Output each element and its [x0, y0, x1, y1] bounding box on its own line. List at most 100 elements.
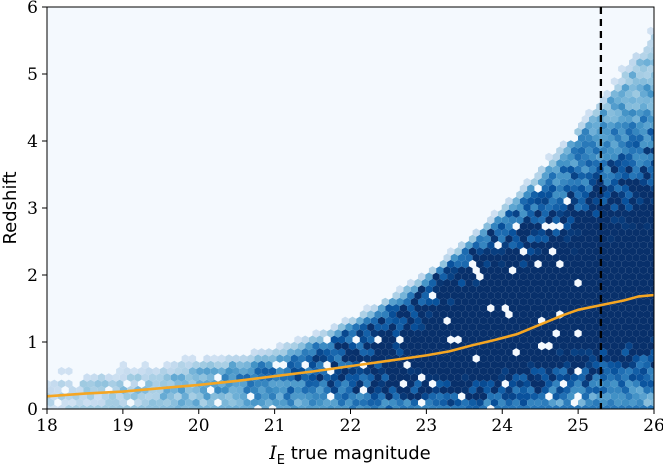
- hexbin-cell: [625, 379, 633, 388]
- hexbin-cell: [523, 304, 531, 313]
- hexbin-cell: [301, 398, 309, 407]
- hexbin-cell: [505, 285, 513, 294]
- hexbin-cell: [556, 373, 564, 382]
- hexbin-cell: [378, 404, 386, 409]
- hexbin-cell: [221, 360, 229, 370]
- hexbin-cell: [563, 322, 571, 332]
- hexbin-cell: [414, 341, 422, 351]
- hexbin-cell: [654, 392, 661, 400]
- hexbin-cell: [592, 348, 600, 357]
- hexbin-cell: [450, 304, 458, 313]
- hexbin-cell: [548, 297, 557, 307]
- hexbin-cell: [247, 379, 255, 388]
- hexbin-cell: [589, 392, 597, 401]
- hexbin-cell: [468, 285, 477, 294]
- hexbin-cell: [585, 398, 593, 407]
- hexbin-cell: [585, 322, 593, 332]
- hexbin-cell: [450, 392, 458, 401]
- hexbin-cell: [589, 152, 597, 162]
- hexbin-cell: [516, 278, 524, 288]
- hexbin-cell: [581, 228, 589, 237]
- hexbin-cell: [545, 253, 553, 262]
- hexbin-cell: [650, 222, 654, 231]
- hexbin-cell: [643, 385, 651, 395]
- hexbin-cell: [396, 373, 404, 382]
- hexbin-cell: [636, 360, 644, 370]
- hexbin-cell: [276, 341, 284, 351]
- hexbin-cell: [567, 291, 575, 300]
- hexbin-cell: [581, 140, 589, 149]
- hexbin-cell: [174, 392, 182, 401]
- hexbin-cell: [410, 310, 418, 319]
- hexbin-cell: [385, 392, 393, 401]
- hexbin-cell: [454, 322, 462, 332]
- hexbin-cell: [403, 335, 411, 344]
- hexbin-cell: [414, 392, 422, 401]
- hexbin-cell: [508, 316, 517, 325]
- hexbin-cell: [556, 385, 564, 395]
- hexbin-cell: [61, 398, 69, 407]
- hexbin-cell: [479, 278, 488, 288]
- hexbin-cell: [636, 234, 644, 244]
- hexbin-cell: [578, 222, 586, 231]
- hexbin-cell: [610, 127, 619, 136]
- hexbin-cell: [523, 203, 531, 212]
- hexbin-cell: [341, 341, 349, 351]
- hexbin-cell: [534, 310, 542, 319]
- hexbin-cell: [454, 297, 462, 307]
- hexbin-cell: [501, 241, 509, 250]
- hexbin-cell: [614, 209, 622, 218]
- hexbin-cell: [541, 234, 549, 244]
- hexbin-cell: [258, 398, 266, 407]
- hexbin-cell: [650, 108, 654, 117]
- hexbin-cell: [359, 322, 368, 332]
- hexbin-cell: [592, 247, 600, 256]
- hexbin-cell: [425, 297, 433, 307]
- hexbin-cell: [512, 310, 520, 319]
- hexbin-cell: [607, 310, 615, 319]
- hexbin-cell: [581, 379, 589, 388]
- hexbin-cell: [185, 373, 193, 382]
- hexbin-cell: [421, 379, 429, 388]
- hexbin-cell: [254, 354, 262, 363]
- hexbin-cell: [647, 392, 654, 401]
- hexbin-cell: [639, 115, 648, 124]
- hexbin-cell: [639, 102, 648, 111]
- hexbin-cell: [461, 247, 469, 256]
- hexbin-cell: [647, 266, 654, 275]
- hexbin-cell: [527, 272, 535, 281]
- hexbin-cell: [603, 404, 611, 409]
- hexbin-cell: [487, 392, 495, 401]
- hexbin-cell: [614, 108, 622, 118]
- hexbin-cell: [563, 222, 571, 231]
- hexbin-cell: [559, 341, 568, 351]
- hexbin-cell: [177, 398, 186, 407]
- hexbin-cell: [545, 379, 553, 388]
- hexbin-cell: [563, 184, 571, 193]
- hexbin-cell: [519, 360, 528, 370]
- hexbin-cell: [647, 354, 654, 363]
- hexbin-cell: [610, 341, 619, 351]
- hexbin-cell: [461, 335, 469, 344]
- hexbin-cell: [199, 373, 207, 382]
- hexbin-cell: [585, 133, 593, 143]
- hexbin-cell: [574, 215, 582, 225]
- hexbin-cell: [610, 367, 619, 376]
- hexbin-cell: [476, 247, 484, 256]
- hexbin-cell: [97, 373, 106, 382]
- hexbin-cell: [341, 392, 349, 401]
- hexbin-cell: [534, 373, 542, 382]
- hexbin-cell: [654, 90, 661, 98]
- hexbin-cell: [538, 354, 546, 363]
- hexbin-cell: [47, 385, 55, 395]
- hexbin-cell: [618, 152, 626, 162]
- hexbin-cell: [465, 316, 473, 325]
- hexbin-cell: [356, 392, 364, 401]
- hexbin-cell: [108, 379, 117, 388]
- hexbin-cell: [541, 285, 549, 294]
- hexbin-cell: [367, 373, 375, 382]
- hexbin-cell: [192, 373, 200, 382]
- hexbin-cell: [247, 404, 255, 409]
- hexbin-cell: [403, 373, 411, 382]
- hexbin-cell: [498, 398, 506, 407]
